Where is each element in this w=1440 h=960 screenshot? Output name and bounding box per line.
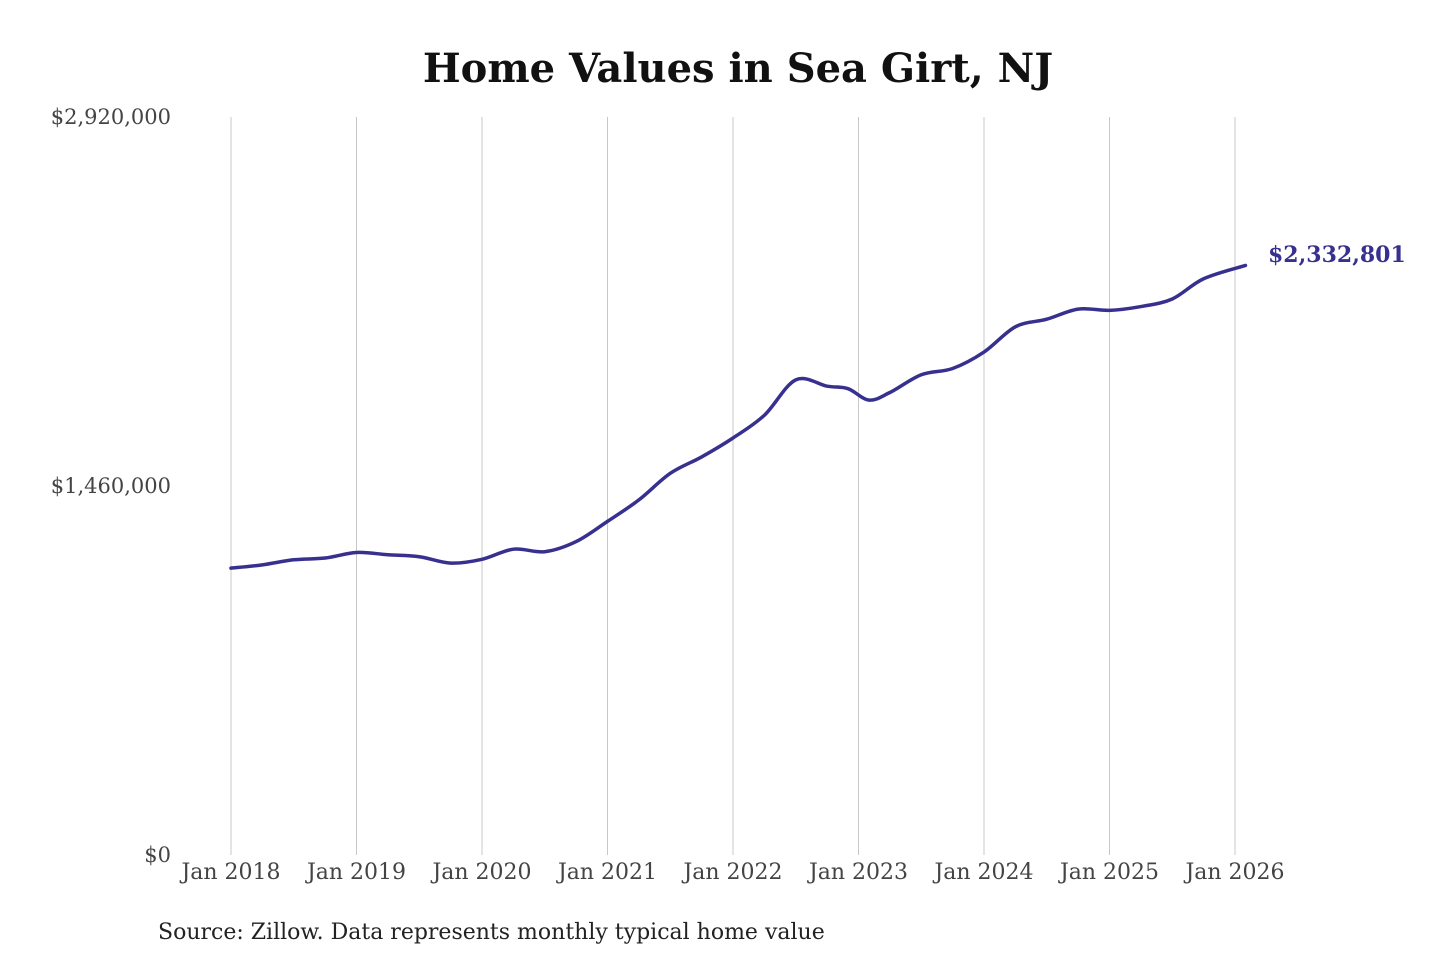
x-tick-label: Jan 2026 — [1183, 860, 1284, 885]
last-value-label: $2,332,801 — [1268, 242, 1406, 268]
x-tick-label: Jan 2020 — [430, 860, 531, 885]
y-tick-label: $1,460,000 — [51, 474, 171, 498]
x-tick-label: Jan 2024 — [932, 860, 1033, 885]
y-tick-label: $0 — [144, 843, 171, 867]
series-line — [229, 263, 1248, 570]
plot-lines — [229, 263, 1248, 570]
source-note: Source: Zillow. Data represents monthly … — [158, 920, 825, 945]
y-axis: $2,920,000 $1,460,000 $0 — [51, 105, 171, 867]
x-tick-label: Jan 2018 — [179, 860, 280, 885]
y-tick-label: $2,920,000 — [51, 105, 171, 129]
x-axis: Jan 2018 Jan 2019 Jan 2020 Jan 2021 Jan 2022… — [179, 860, 1284, 885]
x-tick-label: Jan 2021 — [556, 860, 657, 885]
x-tick-label: Jan 2022 — [681, 860, 782, 885]
x-tick-label: Jan 2019 — [305, 860, 406, 885]
x-tick-label: Jan 2025 — [1058, 860, 1159, 885]
x-tick-label: Jan 2023 — [807, 860, 908, 885]
grid — [230, 117, 1236, 855]
chart-title: Home Values in Sea Girt, NJ — [423, 45, 1053, 92]
